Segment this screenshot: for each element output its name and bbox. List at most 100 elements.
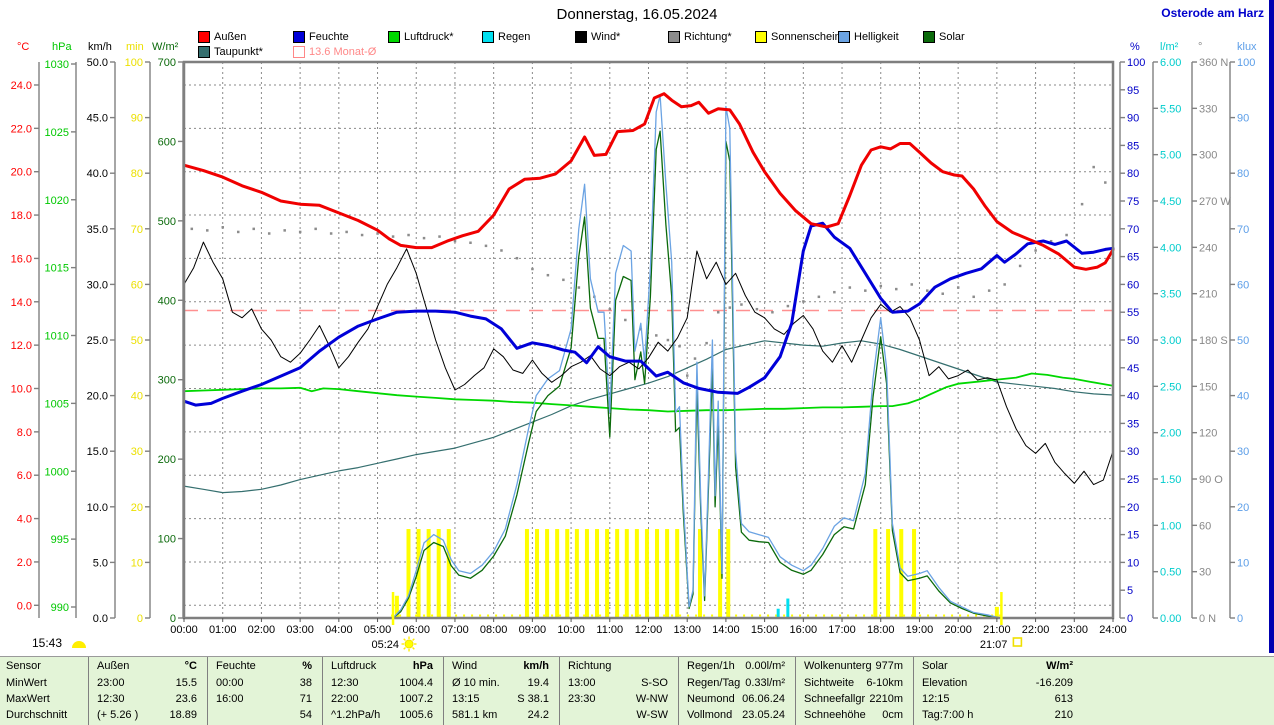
series-dot-richtung <box>190 227 194 231</box>
cell-value: 1005.6 <box>399 709 433 721</box>
sunshine-bar <box>605 529 610 617</box>
axis-tick-label-lm2: 6.00 <box>1160 57 1181 69</box>
axis-tick-label-lm2: 0.50 <box>1160 567 1181 579</box>
legend-item-sonnenschein[interactable]: Sonnenschein <box>755 30 841 43</box>
cell-value: 1007.2 <box>399 693 433 705</box>
axis-tick-label-min: 20 <box>131 502 143 514</box>
series-dot-richtung <box>1104 181 1107 184</box>
axis-tick-label-klux: 40 <box>1237 391 1249 403</box>
series-dot-richtung <box>391 235 395 238</box>
table-column-richtung: Richtung 13:00 S-SO 23:30 W-NW W-SW <box>559 657 678 725</box>
table-row-wolken-2: Schneehöhe 0cm <box>796 707 913 723</box>
table-row-feuchte-1: 16:00 71 <box>208 691 322 707</box>
axis-tick-label-min: 40 <box>131 391 143 403</box>
sunshine-bar <box>697 529 702 617</box>
series-dot-richtung <box>283 229 286 232</box>
x-tick-label: 06:00 <box>402 624 430 636</box>
legend-item-richtung[interactable]: Richtung* <box>668 30 732 43</box>
axis-tick-label-temp: 22.0 <box>11 123 32 135</box>
table-column-wind: Wind km/h Ø 10 min. 19.4 13:15 S 38.1 581.1 km… <box>443 657 559 725</box>
x-tick-label: 12:00 <box>635 624 663 636</box>
axis-tick-label-min: 50 <box>131 335 143 347</box>
legend-item-taupunkt[interactable]: Taupunkt* <box>198 45 263 58</box>
axis-tick-label-temp: 6.0 <box>17 470 32 482</box>
x-tick-label: 14:00 <box>712 624 740 636</box>
axis-tick-label-hpa: 1025 <box>45 127 69 139</box>
cell-label: MinWert <box>6 677 47 689</box>
sunshine-bar <box>634 529 639 617</box>
sunshine-bar <box>545 529 550 617</box>
legend-label-taupunkt: Taupunkt* <box>214 45 263 58</box>
series-dot-richtung <box>515 256 519 260</box>
axis-tick-label-min: 90 <box>131 113 143 125</box>
cell-value: W-NW <box>635 693 668 705</box>
series-dot-richtung <box>1065 233 1068 237</box>
sunshine-bar <box>595 529 600 617</box>
table-filler <box>1083 657 1274 725</box>
rain-bar <box>776 608 780 617</box>
cell-label: Feuchte <box>216 660 256 672</box>
series-dot-richtung <box>577 286 581 289</box>
cell-label: Außen <box>97 660 130 672</box>
series-dot-richtung <box>1092 165 1095 169</box>
window-right-border <box>1269 0 1274 653</box>
axis-tick-label-wind: 25.0 <box>87 335 108 347</box>
series-dot-richtung <box>221 226 225 229</box>
series-dot-richtung <box>422 236 426 240</box>
axis-tick-label-pct: 20 <box>1127 502 1139 514</box>
series-dot-richtung <box>972 295 975 299</box>
axis-tick-label-min: 80 <box>131 168 143 180</box>
legend-item-helligkeit[interactable]: Helligkeit <box>838 30 899 43</box>
table-row-feuchte-0: 00:00 38 <box>208 675 322 691</box>
axis-tick-label-temp: 2.0 <box>17 557 32 569</box>
legend-item-aussen[interactable]: Außen <box>198 30 246 43</box>
cell-label: Regen/1h <box>687 660 735 672</box>
weather-chart[interactable]: 0.0 2.0 4.0 6.0 8.0 10.0 12.0 14.0 16.0 18.0 20.0 2… <box>0 0 1274 659</box>
axis-tick-label-temp: 0.0 <box>17 600 32 612</box>
legend-item-feuchte[interactable]: Feuchte <box>293 30 349 43</box>
sunshine-bar <box>886 529 891 617</box>
series-dot-richtung <box>314 227 317 231</box>
series-line-helligkeit <box>392 94 1002 619</box>
legend-label-sonnenschein: Sonnenschein <box>771 30 841 43</box>
axis-tick-label-pct: 65 <box>1127 252 1139 264</box>
cell-value: S-SO <box>641 677 668 689</box>
x-tick-label: 22:00 <box>1022 624 1050 636</box>
table-header-solar: Solar W/m² <box>914 658 1083 675</box>
axis-header-hpa: hPa <box>52 41 72 53</box>
legend-label-luftdruck: Luftdruck* <box>404 30 454 43</box>
table-column-aussen: Außen °C 23:00 15.5 12:30 23.6 (+ 5.26 ) 18.89 <box>88 657 207 725</box>
sunshine-bar <box>535 529 540 617</box>
sunshine-bar <box>615 529 620 617</box>
legend-item-regen[interactable]: Regen <box>482 30 530 43</box>
legend-swatch-sonnenschein <box>755 30 767 43</box>
cell-value: 2210m <box>869 693 903 705</box>
legend-item-luftdruck[interactable]: Luftdruck* <box>388 30 454 43</box>
cell-label: 16:00 <box>216 693 244 705</box>
table-row-solar-2: Tag:7:00 h 210 <box>914 707 1083 723</box>
x-tick-label: 11:00 <box>596 624 623 636</box>
series-dot-richtung <box>705 341 708 345</box>
axis-tick-label-pct: 55 <box>1127 307 1139 319</box>
legend-label-wind: Wind* <box>591 30 621 43</box>
legend-swatch-aussen <box>198 30 210 43</box>
table-column-luftdruck: Luftdruck hPa 12:30 1004.4 22:00 1007.2 ^1.2hP… <box>322 657 443 725</box>
legend-item-solar[interactable]: Solar <box>923 30 965 43</box>
x-tick-label: 08:00 <box>480 624 508 636</box>
cell-label: 12:15 <box>922 693 950 705</box>
axis-tick-label-klux: 30 <box>1237 446 1249 458</box>
cell-label: 12:30 <box>331 677 359 689</box>
cell-value: 0cm <box>882 709 903 721</box>
station-location-label: Osterode am Harz <box>1161 6 1264 20</box>
axis-tick-label-pct: 80 <box>1127 168 1139 180</box>
cell-label: Wind <box>452 660 478 672</box>
legend-item-wind[interactable]: Wind* <box>575 30 620 43</box>
series-dot-richtung <box>484 244 488 248</box>
series-dot-richtung <box>252 227 255 231</box>
cell-value: % <box>302 660 312 672</box>
table-row-aussen-1: 12:30 23.6 <box>89 691 207 707</box>
table-header-richtung: Richtung <box>560 658 678 675</box>
legend-item-monat[interactable]: 13.6 Monat-Ø <box>293 45 376 58</box>
page-title: Donnerstag, 16.05.2024 <box>556 6 718 23</box>
x-tick-label: 00:00 <box>170 624 198 636</box>
